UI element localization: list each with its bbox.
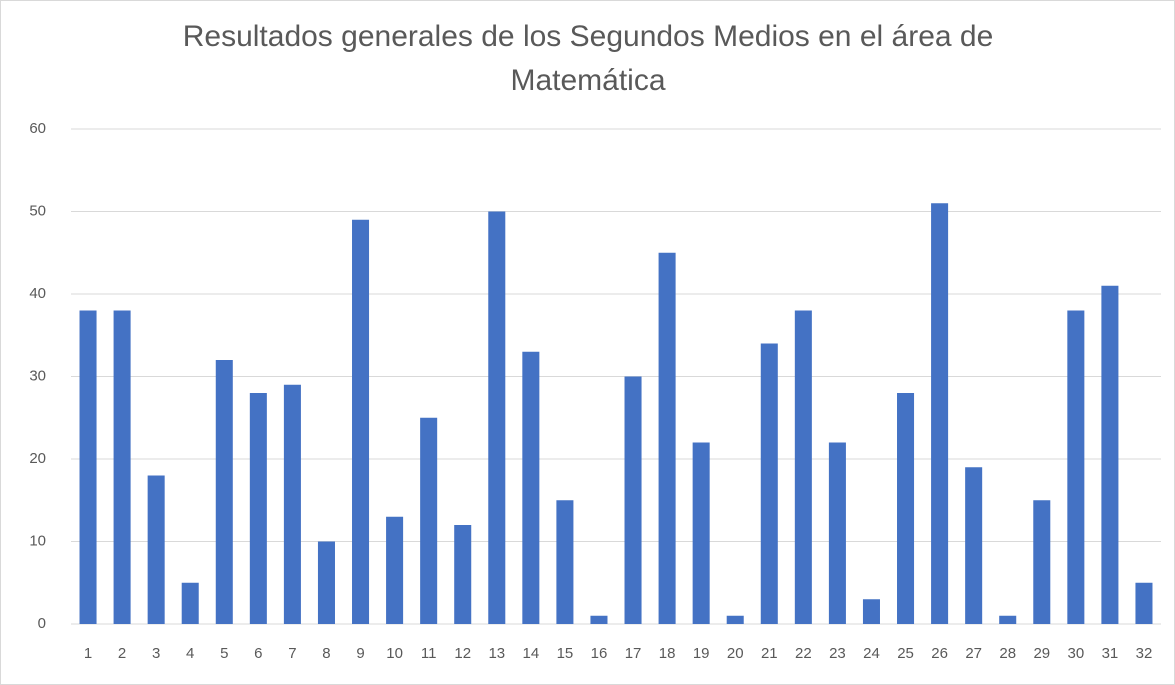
x-tick-label: 26 — [931, 645, 948, 662]
bar — [215, 360, 233, 624]
bar — [931, 203, 949, 624]
bar — [624, 376, 642, 624]
x-tick-label: 16 — [591, 645, 608, 662]
bar — [283, 384, 301, 624]
x-tick-label: 29 — [1033, 645, 1050, 662]
x-tick-label: 7 — [288, 645, 296, 662]
bar — [522, 351, 540, 624]
bar — [897, 393, 915, 624]
x-tick-label: 13 — [488, 645, 505, 662]
bar — [454, 525, 472, 624]
x-tick-label: 24 — [863, 645, 880, 662]
x-tick-label: 6 — [254, 645, 262, 662]
y-tick-label: 50 — [29, 202, 46, 219]
bar — [828, 442, 846, 624]
bar — [556, 500, 574, 624]
bar — [590, 615, 608, 624]
bar — [317, 541, 335, 624]
chart-title: Resultados generales de los Segundos Med… — [182, 20, 994, 97]
x-tick-label: 22 — [795, 645, 812, 662]
bar — [113, 310, 131, 624]
x-tick-label: 8 — [322, 645, 330, 662]
bar — [488, 211, 506, 624]
x-tick-label: 23 — [829, 645, 846, 662]
x-tick-label: 18 — [659, 645, 676, 662]
y-tick-label: 40 — [29, 285, 46, 302]
x-tick-label: 4 — [186, 645, 194, 662]
x-tick-label: 30 — [1068, 645, 1085, 662]
x-tick-label: 3 — [152, 645, 160, 662]
x-tick-label: 28 — [999, 645, 1016, 662]
y-tick-label: 60 — [29, 120, 46, 137]
x-tick-label: 15 — [557, 645, 574, 662]
bar — [999, 615, 1017, 624]
bar — [1101, 285, 1119, 624]
y-tick-label: 20 — [29, 450, 46, 467]
x-tick-label: 14 — [523, 645, 540, 662]
bar — [147, 475, 165, 624]
bar — [1033, 500, 1051, 624]
x-tick-label: 20 — [727, 645, 744, 662]
y-tick-label: 0 — [38, 615, 46, 632]
bar — [862, 599, 880, 624]
y-tick-label: 10 — [29, 532, 46, 549]
x-tick-label: 17 — [625, 645, 642, 662]
bar — [1067, 310, 1085, 624]
bar — [658, 252, 676, 624]
x-tick-label: 21 — [761, 645, 778, 662]
x-tick-label: 1 — [84, 645, 92, 662]
bar — [760, 343, 778, 624]
bar — [1135, 582, 1153, 624]
x-tick-label: 11 — [421, 645, 437, 662]
y-tick-label: 30 — [29, 367, 46, 384]
bar — [249, 393, 267, 624]
bar — [794, 310, 812, 624]
bar — [79, 310, 97, 624]
bar — [726, 615, 744, 624]
bar — [181, 582, 199, 624]
x-tick-label: 32 — [1136, 645, 1153, 662]
x-tick-label: 27 — [965, 645, 982, 662]
bar — [386, 516, 404, 624]
bar — [352, 219, 370, 624]
x-tick-label: 5 — [220, 645, 228, 662]
x-tick-label: 19 — [693, 645, 710, 662]
x-tick-label: 2 — [118, 645, 126, 662]
x-tick-label: 9 — [356, 645, 364, 662]
x-tick-label: 25 — [897, 645, 914, 662]
bar — [965, 467, 983, 624]
x-tick-label: 10 — [386, 645, 403, 662]
x-tick-label: 12 — [454, 645, 471, 662]
bar — [692, 442, 710, 624]
x-tick-label: 31 — [1102, 645, 1119, 662]
bar — [420, 417, 438, 624]
